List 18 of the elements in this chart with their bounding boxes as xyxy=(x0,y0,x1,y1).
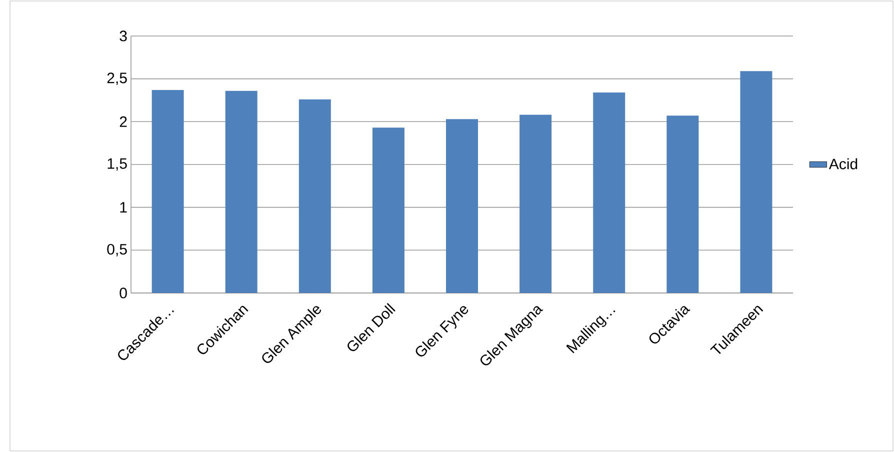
bar xyxy=(446,119,478,293)
bar xyxy=(152,90,184,293)
bar xyxy=(740,71,772,293)
bar xyxy=(298,99,331,293)
bar xyxy=(593,92,626,293)
y-tick-label: 2,5 xyxy=(107,72,127,86)
y-tick-label: 0 xyxy=(120,288,127,298)
y-tick-label: 2 xyxy=(120,116,127,127)
x-tick-label: Glen Doll xyxy=(348,302,396,352)
bar xyxy=(225,90,258,293)
bar xyxy=(520,114,552,293)
y-tick-label: 1 xyxy=(120,202,127,212)
y-tick-label: 1,5 xyxy=(108,158,127,171)
y-tick-label: 0,5 xyxy=(107,244,127,256)
legend-label: Acid xyxy=(828,158,858,170)
bar xyxy=(666,116,699,293)
y-tick-label: 3 xyxy=(120,30,127,42)
bar xyxy=(372,128,404,293)
